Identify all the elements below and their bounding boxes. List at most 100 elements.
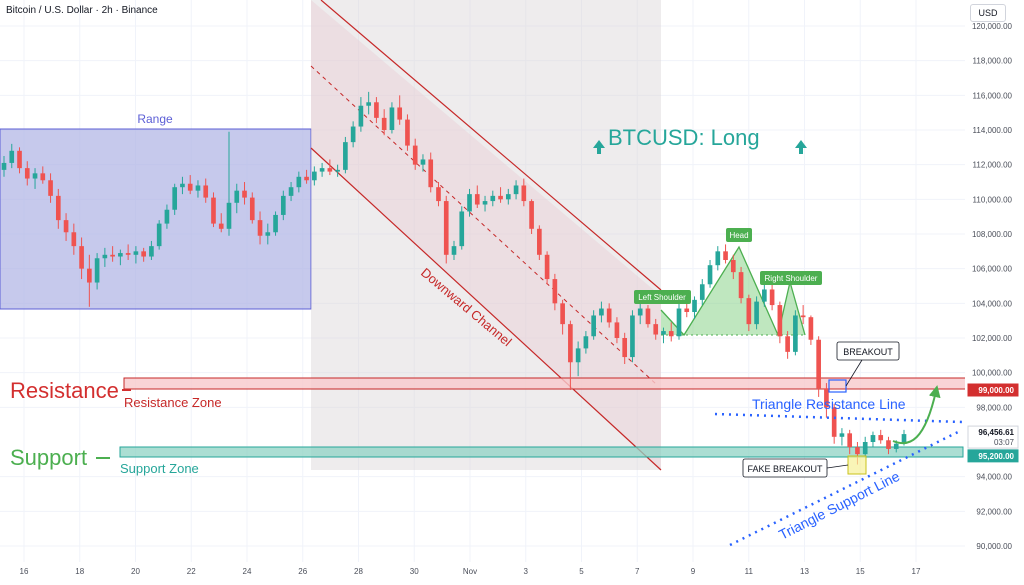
price-tick: 116,000.00 bbox=[973, 91, 1013, 100]
candle-body bbox=[901, 434, 907, 444]
price-tick: 104,000.00 bbox=[972, 299, 1013, 308]
candle-body bbox=[195, 185, 201, 191]
price-tick: 120,000.00 bbox=[972, 22, 1013, 31]
price-tick: 98,000.00 bbox=[976, 403, 1012, 412]
candle-body bbox=[560, 303, 565, 325]
price-tick: 92,000.00 bbox=[976, 507, 1012, 516]
candle-body bbox=[614, 322, 620, 338]
candle-body bbox=[490, 195, 496, 202]
candle-body bbox=[249, 197, 255, 221]
candle-body bbox=[428, 159, 434, 188]
time-tick: 9 bbox=[691, 567, 696, 576]
fake-breakout-pointer bbox=[826, 464, 849, 469]
candle-body bbox=[754, 301, 759, 325]
price-tick: 118,000.00 bbox=[973, 57, 1013, 66]
candle-body bbox=[312, 171, 317, 181]
candle-body bbox=[785, 336, 790, 352]
price-axis-bg[interactable] bbox=[965, 0, 1024, 580]
time-tick: 22 bbox=[187, 567, 196, 576]
candle-body bbox=[622, 338, 628, 358]
time-tick: 15 bbox=[856, 567, 865, 576]
title-up-arrow-right-icon bbox=[795, 140, 807, 154]
time-tick: 5 bbox=[579, 567, 584, 576]
candle-body bbox=[676, 308, 682, 337]
candle-body bbox=[793, 315, 798, 352]
triangle-support-label: Triangle Support Line bbox=[776, 468, 902, 543]
time-axis[interactable]: 16 18 20 22 24 26 28 30 Nov 3 5 7 9 11 13 15 17 bbox=[20, 567, 921, 576]
candle-body bbox=[521, 185, 527, 202]
candle-body bbox=[808, 317, 814, 340]
candle-body bbox=[668, 331, 674, 337]
triangle-resistance-label: Triangle Resistance Line bbox=[752, 396, 906, 412]
candle-body bbox=[296, 176, 302, 188]
candle-body bbox=[389, 107, 395, 130]
candle-body bbox=[319, 168, 325, 172]
candle-body bbox=[48, 180, 53, 196]
candle-body bbox=[653, 324, 659, 335]
fake-breakout-callout-text: FAKE BREAKOUT bbox=[747, 464, 823, 474]
candle-body bbox=[164, 209, 170, 224]
time-tick: 16 bbox=[20, 567, 29, 576]
price-tick: 112,000.00 bbox=[973, 161, 1013, 170]
resistance-zone-label: Resistance Zone bbox=[124, 395, 222, 410]
support-label: Support bbox=[10, 445, 87, 470]
symbol-header: Bitcoin / U.S. Dollar · 2h · Binance bbox=[6, 5, 158, 16]
candle-body bbox=[358, 105, 364, 127]
price-label-countdown: 03:07 bbox=[994, 438, 1015, 447]
price-label-text: 95,200.00 bbox=[978, 452, 1014, 461]
candle-body bbox=[405, 119, 410, 146]
candle-body bbox=[436, 187, 441, 202]
candle-body bbox=[893, 443, 899, 449]
candle-body bbox=[218, 223, 224, 229]
candle-body bbox=[265, 232, 271, 236]
candle-body bbox=[55, 195, 61, 221]
candle-body bbox=[498, 195, 503, 200]
price-axis[interactable]: 120,000.00 118,000.00 116,000.00 114,000.00… bbox=[972, 22, 1013, 551]
resistance-label: Resistance bbox=[10, 378, 119, 403]
breakout-callout-box bbox=[836, 341, 900, 361]
candle-body bbox=[350, 126, 356, 143]
candle-body bbox=[777, 305, 783, 337]
candle-body bbox=[335, 169, 340, 172]
candle-body bbox=[412, 145, 418, 165]
candle-body bbox=[862, 442, 868, 455]
candle-body bbox=[366, 102, 371, 106]
candle-body bbox=[707, 265, 713, 285]
triangle-support-line bbox=[729, 428, 963, 547]
candle-body bbox=[661, 331, 666, 335]
candle-body bbox=[847, 433, 853, 448]
candles-layer bbox=[1, 91, 907, 465]
fake-breakout-marker bbox=[847, 455, 867, 475]
candle-body bbox=[467, 194, 472, 212]
support-zone-label: Support Zone bbox=[120, 461, 199, 476]
candle-body bbox=[537, 228, 542, 255]
currency-button[interactable]: USD bbox=[970, 4, 1006, 22]
head-badge bbox=[726, 228, 752, 242]
candle-body bbox=[482, 201, 488, 205]
left-shoulder-badge bbox=[634, 290, 691, 304]
candle-body bbox=[606, 308, 612, 323]
candle-body bbox=[723, 251, 728, 260]
price-label-text: 99,000.00 bbox=[978, 386, 1014, 395]
candle-body bbox=[878, 435, 884, 441]
title-up-arrow-left-icon bbox=[593, 140, 605, 154]
candle-body bbox=[715, 251, 721, 266]
left-shoulder-label: Left Shoulder bbox=[638, 293, 686, 302]
time-axis-bg[interactable] bbox=[0, 562, 1024, 580]
candle-body bbox=[544, 254, 550, 280]
time-tick: 28 bbox=[354, 567, 363, 576]
fake-breakout-callout-box bbox=[742, 458, 828, 478]
candle-body bbox=[839, 433, 845, 437]
candle-body bbox=[110, 254, 115, 257]
time-tick: 30 bbox=[410, 567, 419, 576]
candle-body bbox=[87, 268, 92, 283]
candle-body bbox=[443, 201, 449, 255]
time-tick: 3 bbox=[524, 567, 529, 576]
candle-body bbox=[505, 194, 511, 200]
price-label-resistance bbox=[967, 383, 1019, 397]
candle-body bbox=[304, 176, 309, 181]
candle-body bbox=[513, 185, 519, 195]
